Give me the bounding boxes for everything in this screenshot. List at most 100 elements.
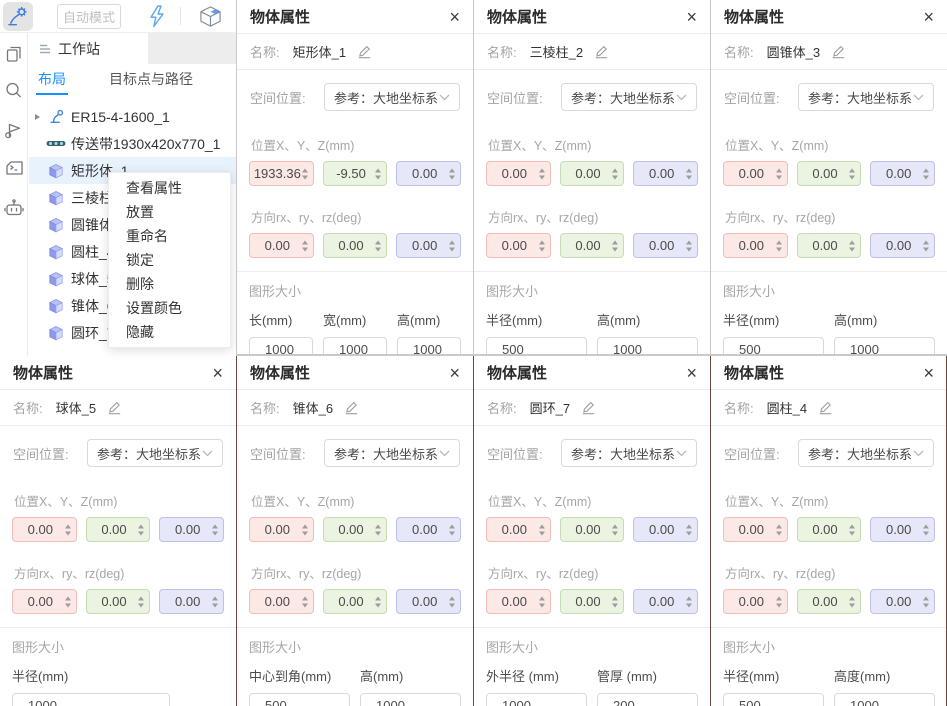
menu-item-place[interactable]: 放置 <box>126 204 154 220</box>
reference-frame-select[interactable]: 参考：大地坐标系 <box>561 439 697 467</box>
tab-layout[interactable]: 布局 <box>36 64 68 95</box>
close-icon[interactable]: × <box>686 362 697 383</box>
menu-item-lock[interactable]: 锁定 <box>126 252 154 268</box>
position-x-input[interactable]: 0.00 <box>12 517 77 542</box>
dimension-input[interactable]: 200 <box>597 693 698 706</box>
spinner-arrows[interactable] <box>538 240 545 251</box>
position-y-input[interactable]: 0.00 <box>322 517 388 542</box>
spinner-arrows[interactable] <box>212 596 219 607</box>
spinner-arrows[interactable] <box>686 596 693 607</box>
spinner-arrows[interactable] <box>775 240 782 251</box>
scene-box-button[interactable] <box>198 5 223 28</box>
rotation-rz-input[interactable]: 0.00 <box>870 589 936 614</box>
spinner-arrows[interactable] <box>301 524 308 535</box>
spinner-arrows[interactable] <box>923 240 930 251</box>
spinner-arrows[interactable] <box>301 596 308 607</box>
rotation-rz-input[interactable]: 0.00 <box>396 589 462 614</box>
spinner-arrows[interactable] <box>775 596 782 607</box>
reference-frame-select[interactable]: 参考：大地坐标系 <box>87 439 223 467</box>
dimension-input[interactable]: 500 <box>723 693 824 706</box>
dimension-input[interactable]: 1000 <box>486 693 587 706</box>
position-z-input[interactable]: 0.00 <box>159 517 225 542</box>
close-icon[interactable]: × <box>449 6 460 27</box>
rotation-ry-input[interactable]: 0.00 <box>796 589 862 614</box>
dimension-input[interactable]: 500 <box>249 693 350 706</box>
dimension-input[interactable]: 1000 <box>323 337 387 354</box>
dimension-input[interactable]: 1000 <box>597 337 698 354</box>
position-y-input[interactable]: 0.00 <box>796 517 862 542</box>
menu-item-view-properties[interactable]: 查看属性 <box>126 180 182 196</box>
spinner-arrows[interactable] <box>301 240 308 251</box>
edit-pencil-icon[interactable] <box>831 44 846 59</box>
tab-targets-paths[interactable]: 目标点与路径 <box>109 71 193 87</box>
spinner-arrows[interactable] <box>686 524 693 535</box>
spinner-arrows[interactable] <box>612 168 619 179</box>
dimension-input[interactable]: 1000 <box>834 337 935 354</box>
spinner-arrows[interactable] <box>375 168 382 179</box>
tree-item-torus[interactable]: 圆环_7 <box>29 319 236 346</box>
menu-item-set-color[interactable]: 设置颜色 <box>126 300 182 316</box>
run-button[interactable] <box>148 4 165 28</box>
spinner-arrows[interactable] <box>538 168 545 179</box>
spinner-arrows[interactable] <box>449 596 456 607</box>
position-x-input[interactable]: 0.00 <box>486 517 551 542</box>
rotation-ry-input[interactable]: 0.00 <box>322 589 388 614</box>
position-x-input[interactable]: 0.00 <box>249 517 314 542</box>
close-icon[interactable]: × <box>923 6 934 27</box>
edit-pencil-icon[interactable] <box>818 400 833 415</box>
spinner-arrows[interactable] <box>449 524 456 535</box>
rotation-rz-input[interactable]: 0.00 <box>633 589 699 614</box>
spinner-arrows[interactable] <box>138 524 145 535</box>
tree-item-pyramid[interactable]: 锥体_6 <box>29 292 236 319</box>
spinner-arrows[interactable] <box>212 524 219 535</box>
rotation-rz-input[interactable]: 0.00 <box>159 589 225 614</box>
dimension-input[interactable]: 1000 <box>834 693 935 706</box>
reference-frame-select[interactable]: 参考：大地坐标系 <box>798 83 934 111</box>
rotation-rz-input[interactable]: 0.00 <box>396 233 462 258</box>
rotation-ry-input[interactable]: 0.00 <box>796 233 862 258</box>
reference-frame-select[interactable]: 参考：大地坐标系 <box>324 83 460 111</box>
spinner-arrows[interactable] <box>612 240 619 251</box>
edit-pencil-icon[interactable] <box>581 400 596 415</box>
spinner-arrows[interactable] <box>449 168 456 179</box>
expand-arrow-icon[interactable] <box>29 113 45 120</box>
rotation-rx-input[interactable]: 0.00 <box>249 589 314 614</box>
rotation-ry-input[interactable]: 0.00 <box>322 233 388 258</box>
position-x-input[interactable]: 1933.36 <box>249 161 314 186</box>
script-button[interactable] <box>0 155 28 181</box>
edit-pencil-icon[interactable] <box>107 400 122 415</box>
spinner-arrows[interactable] <box>686 168 693 179</box>
edit-pencil-icon[interactable] <box>357 44 372 59</box>
spinner-arrows[interactable] <box>923 168 930 179</box>
close-icon[interactable]: × <box>686 6 697 27</box>
position-z-input[interactable]: 0.00 <box>396 161 462 186</box>
dimension-input[interactable]: 1000 <box>12 693 170 706</box>
edit-pencil-icon[interactable] <box>594 44 609 59</box>
spinner-arrows[interactable] <box>612 596 619 607</box>
rotation-rx-input[interactable]: 0.00 <box>486 589 551 614</box>
spinner-arrows[interactable] <box>849 524 856 535</box>
calibrate-button[interactable] <box>0 117 28 143</box>
tree-item-cylinder[interactable]: 圆柱_4 <box>29 238 236 265</box>
close-icon[interactable]: × <box>923 362 934 383</box>
position-x-input[interactable]: 0.00 <box>723 161 788 186</box>
rotation-ry-input[interactable]: 0.00 <box>559 589 625 614</box>
menu-item-rename[interactable]: 重命名 <box>126 228 168 244</box>
position-x-input[interactable]: 0.00 <box>723 517 788 542</box>
rotation-ry-input[interactable]: 0.00 <box>559 233 625 258</box>
edit-pencil-icon[interactable] <box>344 400 359 415</box>
dimension-input[interactable]: 1000 <box>360 693 461 706</box>
tree-item-robot[interactable]: ER15-4-1600_1 <box>29 103 236 130</box>
rotation-rx-input[interactable]: 0.00 <box>249 233 314 258</box>
spinner-arrows[interactable] <box>375 524 382 535</box>
rotation-rz-input[interactable]: 0.00 <box>870 233 936 258</box>
position-y-input[interactable]: -9.50 <box>322 161 388 186</box>
position-z-input[interactable]: 0.00 <box>633 517 699 542</box>
rotation-rx-input[interactable]: 0.00 <box>12 589 77 614</box>
position-x-input[interactable]: 0.00 <box>486 161 551 186</box>
tree-item-sphere[interactable]: 球体_5 <box>29 265 236 292</box>
close-icon[interactable]: × <box>212 362 223 383</box>
dimension-input[interactable]: 500 <box>723 337 824 354</box>
position-z-input[interactable]: 0.00 <box>633 161 699 186</box>
rotation-ry-input[interactable]: 0.00 <box>85 589 151 614</box>
